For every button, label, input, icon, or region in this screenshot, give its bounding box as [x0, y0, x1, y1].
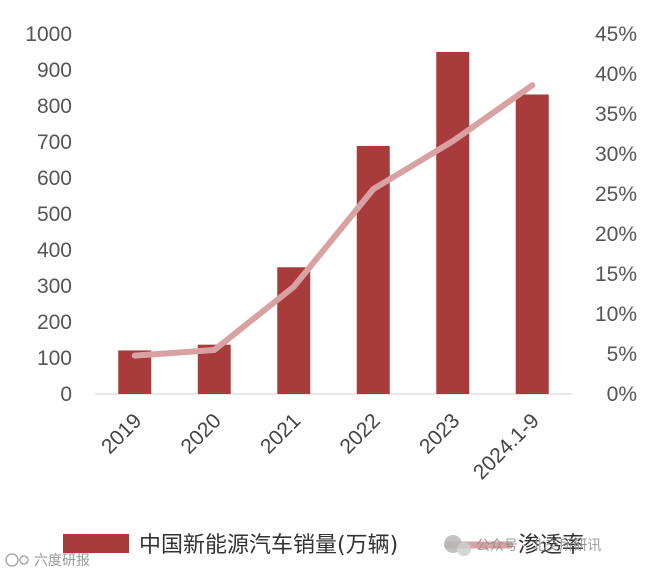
legend-bar-label: 中国新能源汽车销量(万辆): [139, 533, 398, 558]
left-axis-tick-label: 200: [37, 311, 72, 334]
legend-line-label: 渗透率: [518, 533, 584, 558]
left-axis-ticks: 0 100 200 300 400 500 600 700 800 900 1000: [25, 23, 72, 406]
left-axis-tick-label: 600: [37, 167, 72, 190]
left-axis-tick-label: 700: [37, 131, 72, 154]
x-axis-tick-label: 2024.1-9: [469, 409, 544, 484]
right-axis-tick-label: 5%: [607, 343, 637, 366]
penetration-line: [131, 82, 536, 359]
legend: 中国新能源汽车销量(万辆) 渗透率: [63, 533, 584, 558]
right-axis-tick-label: 25%: [595, 183, 637, 206]
right-axis-tick-label: 10%: [595, 303, 637, 326]
bar-2023: [436, 52, 470, 394]
watermark-right-text: 公众号 · 北交所研讯: [476, 537, 601, 554]
left-axis-tick-label: 800: [37, 95, 72, 118]
right-axis-ticks: 0% 5% 10% 15% 20% 25% 30% 35% 40% 45%: [595, 23, 637, 406]
right-axis-tick-label: 20%: [595, 223, 637, 246]
x-axis-tick-label: 2020: [176, 409, 225, 458]
x-axis-tick-label: 2019: [97, 409, 146, 458]
watermark-left-text: 六度研报: [34, 553, 90, 569]
bar-series: [118, 52, 549, 394]
x-axis-tick-label: 2023: [415, 409, 464, 458]
legend-bar-swatch: [63, 534, 129, 553]
bar-2024.1-9: [515, 94, 549, 394]
right-axis-tick-label: 30%: [595, 143, 637, 166]
right-axis-tick-label: 35%: [595, 103, 637, 126]
left-axis-tick-label: 300: [37, 275, 72, 298]
wechat-icon: [444, 535, 471, 556]
left-axis-tick-label: 100: [37, 347, 72, 370]
right-axis-tick-label: 15%: [595, 263, 637, 286]
x-axis-tick-label: 2022: [335, 409, 384, 458]
left-axis-tick-label: 0: [60, 383, 72, 406]
left-axis-tick-label: 900: [37, 59, 72, 82]
x-axis-tick-label: 2021: [256, 409, 305, 458]
left-axis-tick-label: 400: [37, 239, 72, 262]
left-axis-tick-label: 1000: [25, 23, 72, 46]
line-series: [131, 82, 536, 359]
x-axis-ticks: 2019 2020 2021 2022 2023 2024.1-9: [97, 409, 544, 484]
left-axis-tick-label: 500: [37, 203, 72, 226]
right-axis-tick-label: 45%: [595, 23, 637, 46]
right-axis-tick-label: 40%: [595, 63, 637, 86]
right-axis-tick-label: 0%: [607, 383, 637, 406]
watermark-logo-icon: [5, 553, 29, 567]
watermark: 六度研报 公众号 · 北交所研讯: [5, 535, 601, 569]
